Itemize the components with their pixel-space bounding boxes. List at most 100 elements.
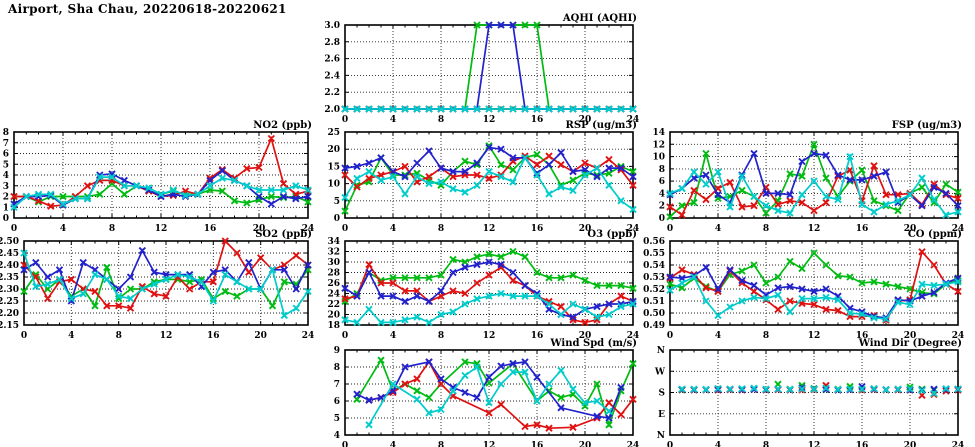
x-tick-label: 16 xyxy=(204,224,217,234)
x-tick-label: 8 xyxy=(438,224,444,234)
x-tick-label: 4 xyxy=(715,224,721,234)
x-tick-label: 12 xyxy=(808,331,821,341)
y-tick-label: 8 xyxy=(3,128,9,138)
x-tick-label: 8 xyxy=(438,331,444,341)
y-tick-label: 3 xyxy=(3,182,9,192)
x-tick-label: 8 xyxy=(109,224,115,234)
plot-border xyxy=(344,349,634,436)
series-markers-red xyxy=(678,381,962,399)
x-tick-label: 4 xyxy=(715,331,721,341)
y-tick-label: 2.8 xyxy=(324,38,340,48)
series-markers-blue xyxy=(341,258,637,321)
x-tick-label: 16 xyxy=(531,331,544,341)
y-tick-label: 22 xyxy=(327,300,340,310)
y-tick-label: 7 xyxy=(334,380,340,390)
plot-border xyxy=(23,240,309,326)
y-tick-label: 10 xyxy=(652,153,665,163)
chart-wdir: 0 4 8 12 16 20 24 N E S W N Wind Dir (Degree) xyxy=(654,338,964,447)
x-tick-label: 16 xyxy=(531,441,544,447)
chart-so2: 0 4 8 12 16 20 24 2.15 2.20 2.25 2.30 2.35 2.40 2.45 2… xyxy=(0,229,314,341)
x-tick-label: 8 xyxy=(763,331,769,341)
y-tick-label: 34 xyxy=(327,237,340,247)
x-tick-label: 24 xyxy=(627,441,640,447)
plot-border xyxy=(344,240,634,326)
y-tick-label: S xyxy=(659,389,666,399)
y-tick-label: 18 xyxy=(327,321,340,331)
y-tick-label: 2.0 xyxy=(324,105,340,115)
y-tick-label: 4 xyxy=(334,431,340,441)
x-tick-label: 4 xyxy=(390,441,396,447)
y-tick-label: N xyxy=(657,431,665,441)
y-tick-label: 20 xyxy=(327,145,340,155)
chart-title-o3: O3 (ppb) xyxy=(587,229,637,240)
y-tick-label: 28 xyxy=(327,269,340,279)
x-tick-label: 20 xyxy=(904,441,917,447)
y-tick-label: 2.15 xyxy=(0,321,19,331)
x-tick-label: 0 xyxy=(667,331,673,341)
y-tick-label: 0.55 xyxy=(643,249,665,259)
x-tick-label: 8 xyxy=(763,224,769,234)
y-tick-label: 20 xyxy=(327,311,340,321)
y-tick-label: 3.0 xyxy=(324,21,340,31)
plot-border xyxy=(669,349,959,436)
chart-title-so2: SO2 (ppb) xyxy=(255,229,312,240)
y-tick-label: 15 xyxy=(327,162,340,172)
x-tick-label: 12 xyxy=(155,224,168,234)
series-markers-cyan xyxy=(666,152,962,219)
x-tick-label: 24 xyxy=(627,224,640,234)
y-tick-label: 0.54 xyxy=(643,261,665,271)
y-tick-label: 30 xyxy=(327,258,340,268)
x-tick-label: 20 xyxy=(579,224,592,234)
x-tick-label: 20 xyxy=(904,224,917,234)
x-tick-label: 0 xyxy=(667,441,673,447)
chart-title-wdir: Wind Dir (Degree) xyxy=(858,338,962,349)
x-tick-label: 12 xyxy=(483,441,496,447)
y-tick-label: 2.4 xyxy=(324,71,340,81)
chart-title-co: CO (ppm) xyxy=(908,229,962,240)
x-tick-label: 20 xyxy=(579,331,592,341)
series-markers-red xyxy=(20,237,312,312)
x-tick-label: 16 xyxy=(856,441,869,447)
x-tick-label: 20 xyxy=(253,224,266,234)
x-tick-label: 12 xyxy=(808,441,821,447)
page-title: Airport, Sha Chau, 20220618-20220621 xyxy=(8,2,287,16)
x-tick-label: 16 xyxy=(531,224,544,234)
x-tick-label: 12 xyxy=(160,331,173,341)
y-tick-label: 0 xyxy=(659,214,665,224)
y-tick-label: 0.52 xyxy=(643,285,665,295)
gridlines xyxy=(24,241,308,325)
y-tick-label: 4 xyxy=(3,171,9,181)
x-tick-label: 0 xyxy=(11,224,17,234)
x-tick-label: 8 xyxy=(763,441,769,447)
y-tick-label: 2.50 xyxy=(0,237,19,247)
series-markers-red xyxy=(666,162,962,219)
x-tick-label: 24 xyxy=(302,224,315,234)
y-tick-label: E xyxy=(658,410,665,420)
y-tick-label: 25 xyxy=(327,128,340,138)
y-tick-label: 2.30 xyxy=(0,285,19,295)
y-tick-label: 7 xyxy=(3,139,9,149)
x-tick-label: 4 xyxy=(390,115,396,125)
y-tick-label: 2.6 xyxy=(324,55,340,65)
gridlines xyxy=(345,25,633,109)
x-tick-label: 20 xyxy=(579,441,592,447)
x-tick-label: 4 xyxy=(390,331,396,341)
x-tick-label: 12 xyxy=(483,331,496,341)
y-tick-label: 2 xyxy=(659,202,665,212)
series-markers-cyan xyxy=(20,249,312,320)
series-markers-cyan xyxy=(10,173,312,211)
x-tick-label: 0 xyxy=(342,115,348,125)
series-markers-green xyxy=(666,140,962,221)
x-tick-label: 8 xyxy=(116,331,122,341)
x-tick-label: 8 xyxy=(438,441,444,447)
x-tick-label: 24 xyxy=(952,224,965,234)
series-markers-cyan xyxy=(678,384,962,398)
x-tick-label: 24 xyxy=(627,115,640,125)
x-tick-label: 16 xyxy=(856,224,869,234)
y-tick-label: N xyxy=(657,346,665,356)
plot-border xyxy=(669,131,959,219)
y-tick-label: 6 xyxy=(3,150,9,160)
